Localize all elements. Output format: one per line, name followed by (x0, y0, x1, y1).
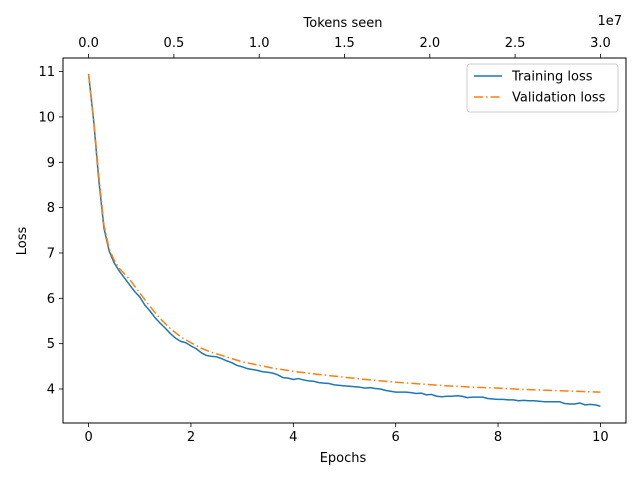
y-tick-label: 9 (47, 156, 55, 171)
x-axis-ticks: 0 2 4 6 8 10 (84, 423, 609, 445)
plot-area (87, 73, 601, 407)
y-tick-label: 6 (47, 292, 55, 307)
y-tick-label: 11 (38, 65, 55, 80)
y-tick-label: 10 (38, 110, 55, 125)
y-axis-ticks: 4 5 6 7 8 9 10 11 (38, 65, 63, 397)
validation-loss-line (87, 73, 601, 393)
y-axis-label: Loss (15, 227, 30, 256)
top-x-tick-label: 1.5 (334, 36, 355, 51)
y-tick-label: 8 (47, 201, 55, 216)
x-tick-label: 0 (84, 430, 92, 445)
x-tick-label: 2 (187, 430, 195, 445)
x-tick-label: 8 (494, 430, 502, 445)
top-x-axis-offset: 1e7 (597, 14, 622, 29)
y-tick-label: 4 (47, 382, 55, 397)
top-x-axis-ticks: 0.0 0.5 1.0 1.5 2.0 2.5 3.0 (78, 36, 611, 58)
x-tick-label: 10 (592, 430, 609, 445)
top-x-tick-label: 0.0 (78, 36, 99, 51)
legend-label-training-loss: Training loss (511, 70, 593, 85)
y-tick-label: 5 (47, 337, 55, 352)
legend-label-validation-loss: Validation loss (512, 91, 606, 106)
top-x-axis-label: Tokens seen (303, 16, 383, 31)
training-loss-line (87, 73, 601, 407)
top-x-tick-label: 3.0 (590, 36, 611, 51)
legend-box (466, 63, 619, 113)
top-x-tick-label: 0.5 (164, 36, 185, 51)
y-tick-label: 7 (47, 246, 55, 261)
top-x-tick-label: 1.0 (249, 36, 270, 51)
x-tick-label: 4 (289, 430, 297, 445)
x-axis-label: Epochs (320, 451, 367, 466)
top-x-tick-label: 2.0 (419, 36, 440, 51)
x-tick-label: 6 (392, 430, 400, 445)
legend: Training loss Validation loss (466, 63, 619, 113)
plot-frame (62, 57, 627, 424)
top-x-tick-label: 2.5 (505, 36, 526, 51)
